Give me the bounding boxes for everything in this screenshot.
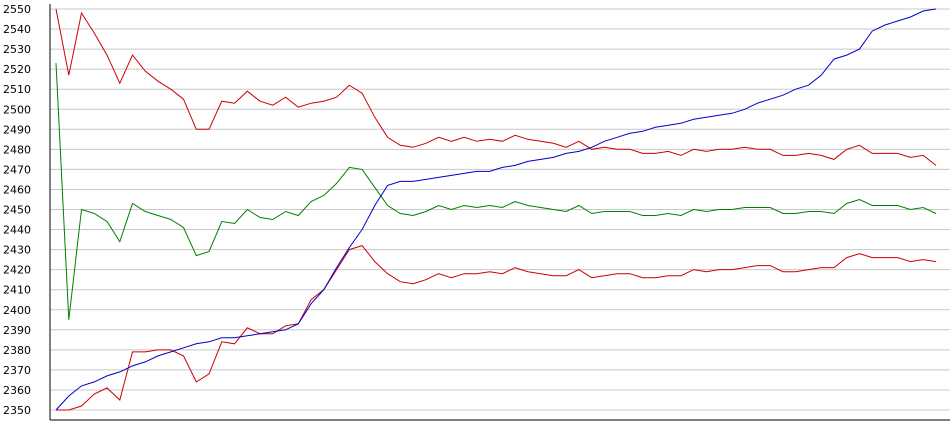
y-tick-label: 2520 xyxy=(3,63,31,76)
y-tick-label: 2460 xyxy=(3,183,31,196)
series-lines xyxy=(55,8,937,411)
series-line-4 xyxy=(55,8,937,411)
y-tick-label: 2410 xyxy=(3,284,31,297)
y-tick-label: 2490 xyxy=(3,123,31,136)
y-tick-label: 2420 xyxy=(3,264,31,277)
y-tick-label: 2510 xyxy=(3,83,31,96)
y-tick-label: 2440 xyxy=(3,224,31,237)
y-tick-label: 2370 xyxy=(3,364,31,377)
y-tick-label: 2360 xyxy=(3,384,31,397)
y-tick-label: 2540 xyxy=(3,23,31,36)
y-tick-label: 2470 xyxy=(3,163,31,176)
series-line-2 xyxy=(55,63,937,320)
y-tick-label: 2480 xyxy=(3,143,31,156)
series-line-1 xyxy=(55,8,937,166)
grid xyxy=(50,8,950,411)
y-tick-label: 2390 xyxy=(3,324,31,337)
y-axis-tick-labels: 2550 2540 2530 2520 2510 2500 2490 2480 2470 2460… xyxy=(3,3,31,417)
y-tick-label: 2550 xyxy=(3,3,31,16)
y-tick-label: 2430 xyxy=(3,244,31,257)
y-tick-label: 2350 xyxy=(3,404,31,417)
series-line-3 xyxy=(56,245,937,411)
y-tick-label: 2450 xyxy=(3,204,31,217)
y-tick-label: 2500 xyxy=(3,103,31,116)
y-tick-label: 2530 xyxy=(3,43,31,56)
y-tick-label: 2400 xyxy=(3,304,31,317)
y-tick-label: 2380 xyxy=(3,344,31,357)
